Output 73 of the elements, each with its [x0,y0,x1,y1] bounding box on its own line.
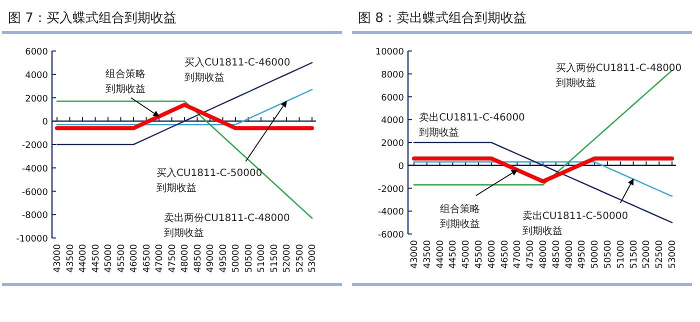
y-tick-label: 0 [398,162,404,172]
x-tick-label: 49500 [578,240,588,269]
x-tick-label: 47000 [513,240,524,269]
x-tick-label: 43500 [66,244,76,273]
x-tick-label: 48500 [193,244,204,273]
series-label: 卖出CU1811-C-46000到期收益 [419,111,525,138]
x-tick-label: 47000 [155,244,165,273]
x-tick-label: 44000 [436,240,446,269]
series-label: 卖出两份CU1811-C-48000到期收益 [164,212,290,239]
y-tick-label: -6000 [22,188,48,198]
x-tick-label: 52500 [295,244,306,273]
y-tick-label: 8000 [381,70,404,80]
y-tick-label: 4000 [25,70,48,81]
y-tick-label: 2000 [381,139,404,149]
x-tick-label: 51500 [270,244,280,273]
x-tick-label: 53000 [668,240,678,269]
x-tick-label: 51000 [257,244,267,273]
x-tick-label: 49000 [564,240,575,269]
x-tick-label: 44000 [78,244,88,273]
series-label: 买入CU1811-C-46000到期收益 [184,56,290,84]
text: 卖出CU1811-C-50000到期收益 [522,210,628,238]
text: 买入CU1811-C-50000到期收益 [156,166,262,194]
x-tick-label: 50000 [232,244,242,273]
x-tick-label: 45500 [474,240,484,269]
line-series [412,156,674,184]
y-tick-label: -4000 [378,208,404,218]
x-tick-label: 50000 [590,240,601,269]
series-label: 买入两份CU1811-C-48000到期收益 [556,62,682,89]
y-tick-label: 6000 [381,93,404,104]
y-tick-label: 4000 [381,116,404,126]
y-tick-label: -2000 [22,141,48,151]
chart-title: 图 7：买入蝶式组合到期收益 [8,11,176,26]
x-tick-label: 50500 [604,240,614,269]
y-tick-label: -8000 [22,211,48,222]
x-tick-label: 45500 [116,244,127,273]
x-tick-label: 45000 [104,244,114,273]
x-tick-label: 43000 [410,240,420,269]
line-series [413,161,673,197]
x-tick-label: 49500 [218,244,229,273]
x-tick-label: 48000 [539,240,549,269]
x-tick-label: 43000 [53,244,63,273]
x-tick-label: 46000 [487,240,498,269]
text: 组合策略到期收益 [440,202,480,230]
x-tick-label: 43500 [422,240,433,269]
x-tick-label: 50500 [244,244,254,273]
x-tick-label: 46500 [142,244,152,273]
y-tick-label: -6000 [378,230,404,240]
x-tick-label: 52000 [642,240,652,269]
x-tick-label: 44500 [448,240,459,269]
y-tick-label: 10000 [375,48,404,58]
x-tick-label: 44500 [91,244,102,273]
x-tick-label: 53000 [308,244,318,273]
y-tick-label: 2000 [25,94,48,104]
x-tick-label: 45000 [462,240,472,269]
y-tick-label: -2000 [378,184,404,195]
text: 组合策略到期收益 [105,68,146,95]
x-tick-label: 52500 [655,240,666,269]
x-tick-label: 49000 [206,244,216,273]
y-tick-label: -10000 [16,234,48,244]
x-tick-label: 51000 [616,240,626,269]
line-series [55,102,314,130]
x-tick-label: 47500 [526,240,536,269]
x-tick-label: 52000 [282,244,292,273]
y-tick-label: -4000 [22,164,48,174]
y-tick-label: 0 [42,118,48,128]
x-tick-label: 46500 [500,240,510,269]
x-tick-label: 46000 [130,244,140,273]
x-tick-label: 51500 [629,240,640,269]
y-tick-label: 6000 [25,48,48,58]
chart-title: 图 8：卖出蝶式组合到期收益 [358,11,526,26]
x-tick-label: 48500 [552,240,562,269]
x-tick-label: 47500 [168,244,178,273]
x-tick-label: 48000 [180,244,190,273]
